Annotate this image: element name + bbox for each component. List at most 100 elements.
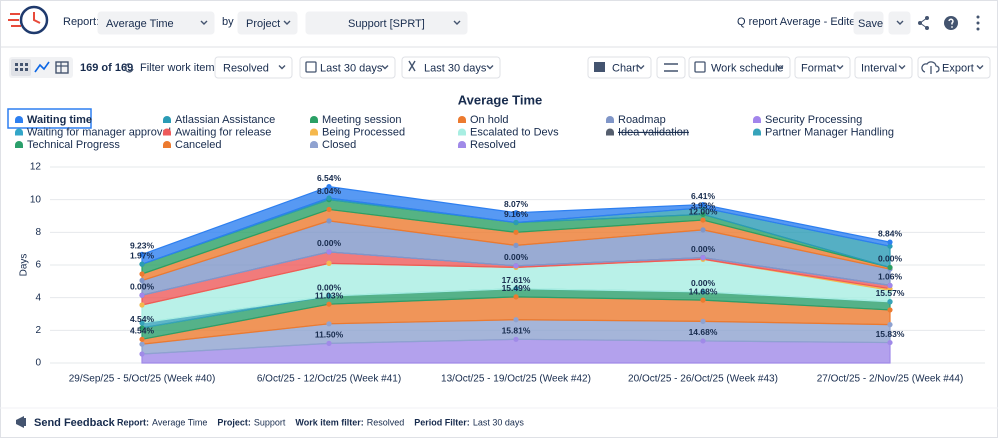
save-button-text[interactable]: Save (858, 18, 883, 30)
toolbar-button-text[interactable]: Export (942, 62, 974, 74)
status-filter-box[interactable] (214, 56, 293, 79)
save-button-box[interactable] (853, 11, 884, 35)
refresh-icon[interactable] (124, 63, 134, 73)
legend-icon[interactable] (163, 116, 171, 123)
legend-item[interactable]: Partner Manager Handling (753, 126, 894, 138)
share[interactable] (918, 16, 929, 30)
legend-icon[interactable] (606, 128, 614, 136)
legend-label[interactable]: Meeting session (322, 114, 402, 126)
period-filter-box[interactable] (299, 56, 396, 79)
status-filter-text[interactable]: Resolved (223, 62, 269, 74)
chevron (200, 20, 208, 25)
legend-icon[interactable] (15, 116, 23, 123)
legend-item[interactable]: Idea validation (606, 126, 689, 138)
report-select-text[interactable]: Average Time (106, 18, 174, 30)
legend-icon[interactable] (606, 116, 614, 123)
toolbar-button-box[interactable] (794, 56, 851, 79)
legend-icon[interactable] (163, 128, 171, 136)
legend-label[interactable]: Resolved (470, 139, 516, 151)
project-select-box[interactable] (305, 11, 468, 35)
toolbar-button[interactable]: Export (917, 56, 991, 79)
toolbar-button-box[interactable] (854, 56, 913, 79)
legend-label[interactable]: Canceled (175, 139, 221, 151)
legend-item[interactable]: Roadmap (606, 114, 666, 126)
legend-item[interactable]: Technical Progress (15, 139, 120, 151)
help[interactable] (944, 16, 958, 30)
project-select-text[interactable]: Support [SPRT] (348, 18, 425, 30)
legend-item[interactable]: Closed (310, 139, 356, 151)
toolbar-button[interactable]: Interval (854, 56, 913, 79)
legend-label[interactable]: Waiting time (27, 114, 92, 126)
y-tick-label: 0 (35, 358, 41, 369)
legend-item[interactable]: Atlassian Assistance (163, 114, 275, 126)
legend-icon[interactable] (15, 128, 23, 136)
feedback-icon[interactable] (16, 416, 26, 428)
legend-icon[interactable] (753, 128, 761, 136)
legend-item[interactable]: Awaiting for release (163, 126, 271, 138)
data-label: 15.81% (502, 326, 531, 336)
toolbar-button-text[interactable]: Format (801, 62, 836, 74)
toolbar-button-box[interactable] (688, 56, 791, 79)
report-select-box[interactable] (97, 11, 215, 35)
data-label: 0.00% (504, 252, 529, 262)
toolbar-button-text[interactable]: Work schedule (711, 62, 784, 74)
legend-label[interactable]: Atlassian Assistance (175, 114, 275, 126)
y-tick-label: 4 (35, 292, 41, 303)
period-filter-2[interactable]: Last 30 days (401, 56, 501, 79)
project-select[interactable]: Support [SPRT] (305, 11, 468, 35)
legend-label[interactable]: Technical Progress (27, 139, 120, 151)
period-filter-text[interactable]: Last 30 days (320, 62, 383, 74)
save-button[interactable]: Save (853, 11, 884, 35)
legend-label[interactable]: Roadmap (618, 114, 666, 126)
legend-label[interactable]: Idea validation (618, 126, 689, 138)
group-select-text[interactable]: Project (246, 18, 280, 30)
legend-label[interactable]: Closed (322, 139, 356, 151)
legend-item[interactable]: Waiting time (15, 114, 92, 126)
feedback[interactable]: Send Feedback (34, 417, 116, 429)
legend-icon[interactable] (310, 128, 318, 136)
toolbar-button[interactable]: Format (794, 56, 851, 79)
toolbar-button-text[interactable]: Interval (861, 62, 897, 74)
legend-icon[interactable] (458, 141, 466, 148)
legend-label[interactable]: Escalated to Devs (470, 126, 559, 138)
legend-icon[interactable] (310, 116, 318, 123)
settings-button[interactable] (656, 56, 686, 79)
group-select[interactable]: Project (237, 11, 298, 35)
data-label: 9.16% (504, 209, 529, 219)
point (887, 322, 893, 328)
period-filter[interactable]: Last 30 days (299, 56, 396, 79)
legend-icon[interactable] (310, 141, 318, 148)
menu[interactable] (976, 15, 980, 31)
view-switch[interactable] (9, 57, 73, 78)
legend-label[interactable]: Security Processing (765, 114, 862, 126)
group-select-box[interactable] (237, 11, 298, 35)
legend-item[interactable]: Resolved (458, 139, 516, 151)
toolbar-button-box[interactable] (917, 56, 991, 79)
toolbar-button-text[interactable]: Chart (612, 62, 639, 74)
toolbar-button[interactable]: Work schedule (688, 56, 791, 79)
legend-item[interactable]: Waiting for manager approval (15, 126, 171, 138)
legend-icon[interactable] (458, 128, 466, 136)
legend-item[interactable]: Security Processing (753, 114, 862, 126)
legend-item[interactable]: Canceled (163, 139, 221, 151)
legend-icon[interactable] (753, 116, 761, 123)
period-filter-2-text[interactable]: Last 30 days (424, 62, 487, 74)
period-filter-2-box[interactable] (401, 56, 501, 79)
legend-label[interactable]: Waiting for manager approval (27, 126, 171, 138)
point (326, 293, 332, 299)
legend-icon[interactable] (15, 141, 23, 148)
legend-item[interactable]: Meeting session (310, 114, 402, 126)
legend-item[interactable]: Being Processed (310, 126, 405, 138)
legend-item[interactable]: Escalated to Devs (458, 126, 559, 138)
legend-label[interactable]: Partner Manager Handling (765, 126, 894, 138)
legend-item[interactable]: On hold (458, 114, 509, 126)
point (139, 320, 145, 326)
legend-label[interactable]: Being Processed (322, 126, 405, 138)
legend-label[interactable]: On hold (470, 114, 509, 126)
legend-label[interactable]: Awaiting for release (175, 126, 271, 138)
status-filter[interactable]: Resolved (214, 56, 293, 79)
settings-button-box[interactable] (656, 56, 686, 79)
report-select[interactable]: Average Time (97, 11, 215, 35)
legend-icon[interactable] (458, 116, 466, 123)
legend-icon[interactable] (163, 141, 171, 148)
